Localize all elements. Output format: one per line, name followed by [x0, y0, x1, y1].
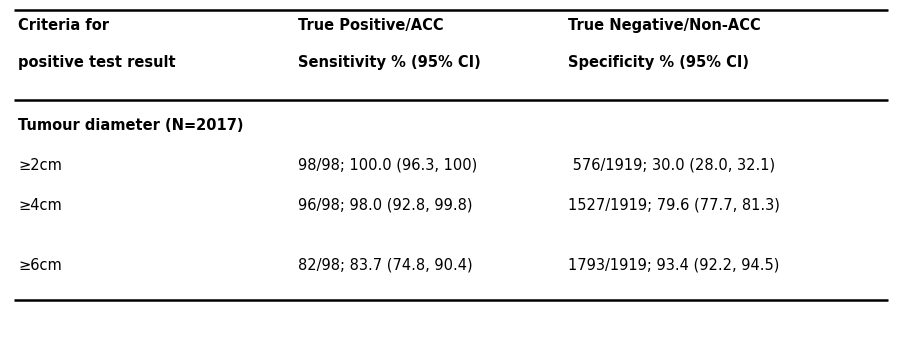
Text: Tumour diameter (N=2017): Tumour diameter (N=2017) [18, 118, 244, 133]
Text: Criteria for: Criteria for [18, 18, 109, 33]
Text: Sensitivity % (95% CI): Sensitivity % (95% CI) [298, 55, 481, 70]
Text: ≥4cm: ≥4cm [18, 198, 61, 213]
Text: 96/98; 98.0 (92.8, 99.8): 96/98; 98.0 (92.8, 99.8) [298, 198, 473, 213]
Text: ≥6cm: ≥6cm [18, 258, 61, 273]
Text: 98/98; 100.0 (96.3, 100): 98/98; 100.0 (96.3, 100) [298, 158, 477, 173]
Text: 82/98; 83.7 (74.8, 90.4): 82/98; 83.7 (74.8, 90.4) [298, 258, 473, 273]
Text: ≥2cm: ≥2cm [18, 158, 62, 173]
Text: positive test result: positive test result [18, 55, 176, 70]
Text: True Negative/Non-ACC: True Negative/Non-ACC [568, 18, 760, 33]
Text: Specificity % (95% CI): Specificity % (95% CI) [568, 55, 749, 70]
Text: 1527/1919; 79.6 (77.7, 81.3): 1527/1919; 79.6 (77.7, 81.3) [568, 198, 780, 213]
Text: 1793/1919; 93.4 (92.2, 94.5): 1793/1919; 93.4 (92.2, 94.5) [568, 258, 779, 273]
Text: True Positive/ACC: True Positive/ACC [298, 18, 444, 33]
Text: 576/1919; 30.0 (28.0, 32.1): 576/1919; 30.0 (28.0, 32.1) [568, 158, 775, 173]
